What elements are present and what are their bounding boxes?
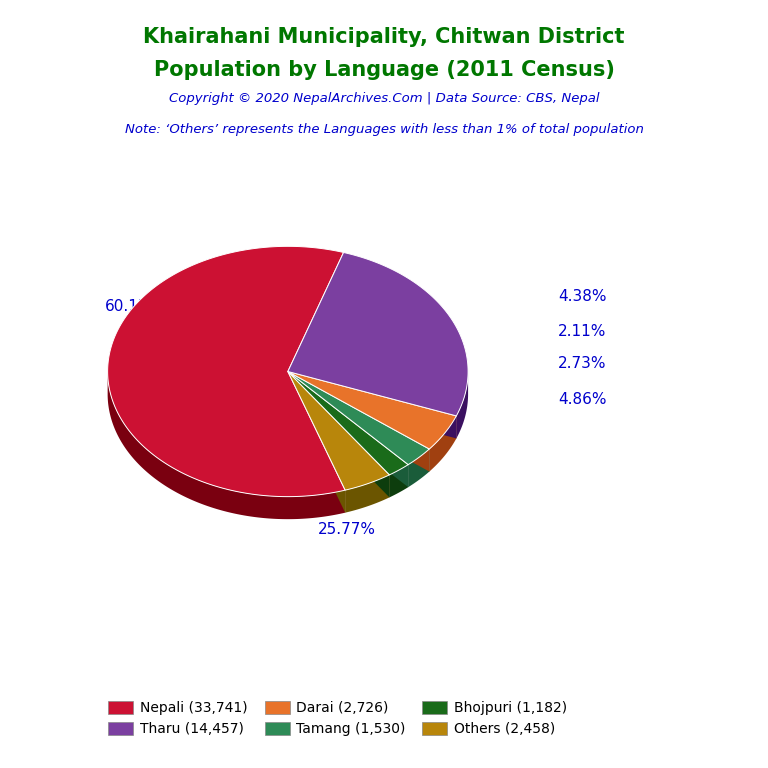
Polygon shape xyxy=(345,475,389,513)
Polygon shape xyxy=(456,372,468,439)
Polygon shape xyxy=(288,372,429,465)
Polygon shape xyxy=(288,372,409,487)
Polygon shape xyxy=(429,416,456,472)
Text: Population by Language (2011 Census): Population by Language (2011 Census) xyxy=(154,60,614,80)
Polygon shape xyxy=(389,465,409,498)
Legend: Nepali (33,741), Tharu (14,457), Darai (2,726), Tamang (1,530), Bhojpuri (1,182): Nepali (33,741), Tharu (14,457), Darai (… xyxy=(103,695,573,742)
Polygon shape xyxy=(288,372,389,498)
Text: Note: ‘Others’ represents the Languages with less than 1% of total population: Note: ‘Others’ represents the Languages … xyxy=(124,123,644,136)
Polygon shape xyxy=(108,247,345,497)
Text: 25.77%: 25.77% xyxy=(318,521,376,537)
Text: 60.15%: 60.15% xyxy=(104,299,163,314)
Polygon shape xyxy=(288,372,409,475)
Text: Copyright © 2020 NepalArchives.Com | Data Source: CBS, Nepal: Copyright © 2020 NepalArchives.Com | Dat… xyxy=(169,92,599,105)
Polygon shape xyxy=(288,372,429,472)
Polygon shape xyxy=(288,372,429,472)
Text: Khairahani Municipality, Chitwan District: Khairahani Municipality, Chitwan Distric… xyxy=(144,27,624,47)
Text: 4.38%: 4.38% xyxy=(558,289,607,304)
Polygon shape xyxy=(288,372,456,449)
Text: 2.73%: 2.73% xyxy=(558,356,607,372)
Polygon shape xyxy=(288,372,345,513)
Text: 4.86%: 4.86% xyxy=(558,392,607,406)
Polygon shape xyxy=(288,372,345,513)
Polygon shape xyxy=(409,449,429,487)
Polygon shape xyxy=(288,372,409,487)
Polygon shape xyxy=(288,372,389,490)
Polygon shape xyxy=(288,372,456,439)
Text: 2.11%: 2.11% xyxy=(558,324,607,339)
Polygon shape xyxy=(108,373,345,519)
Polygon shape xyxy=(288,372,456,439)
Polygon shape xyxy=(288,372,389,498)
Polygon shape xyxy=(288,253,468,416)
